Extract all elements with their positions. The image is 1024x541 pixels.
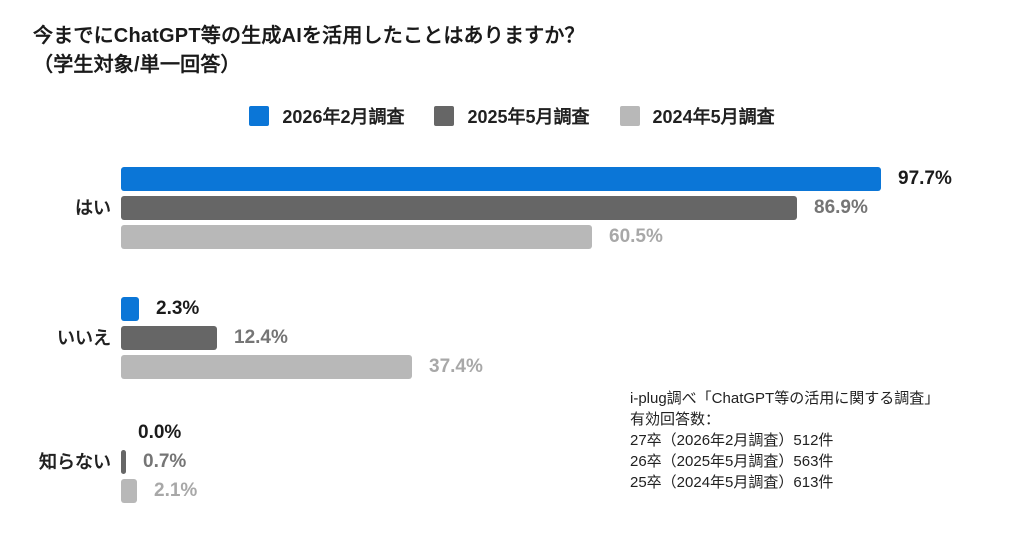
bar-segment bbox=[121, 479, 137, 503]
category-label: いいえ bbox=[57, 328, 111, 348]
legend-label: 2024年5月調査 bbox=[652, 107, 775, 127]
source-note: i-plug調べ「ChatGPT等の活用に関する調査」 有効回答数： 27卒（2… bbox=[630, 388, 939, 493]
value-label: 97.7% bbox=[898, 168, 952, 189]
legend-item-2025: 2025年5月調査 bbox=[434, 103, 590, 129]
legend: 2026年2月調査 2025年5月調査 2024年5月調査 bbox=[0, 103, 1024, 129]
legend-swatch-blue bbox=[249, 106, 270, 126]
footnote-line: 有効回答数： bbox=[630, 411, 721, 428]
title-line-1: 今までにChatGPT等の生成AIを活用したことはありますか？ bbox=[33, 25, 585, 47]
value-label: 0.0% bbox=[138, 422, 182, 443]
value-label: 37.4% bbox=[429, 356, 483, 377]
value-label: 86.9% bbox=[814, 197, 868, 218]
value-label: 2.3% bbox=[156, 298, 200, 319]
footnote-line: 25卒（2024年5月調査）613件 bbox=[630, 474, 834, 491]
value-label: 2.1% bbox=[154, 480, 198, 501]
legend-item-2026: 2026年2月調査 bbox=[249, 103, 404, 129]
bar-group: はい 97.7% 86.9% 60.5% bbox=[0, 167, 1024, 249]
bar-segment bbox=[121, 196, 797, 220]
bar-group: いいえ 2.3% 12.4% 37.4% bbox=[0, 297, 1024, 379]
value-label: 60.5% bbox=[609, 226, 663, 247]
bar-segment bbox=[121, 167, 881, 191]
value-label: 0.7% bbox=[143, 451, 187, 472]
bar-segment bbox=[121, 326, 217, 350]
bar-segment bbox=[121, 450, 126, 474]
bar-segment bbox=[121, 355, 412, 379]
value-label: 12.4% bbox=[234, 327, 288, 348]
legend-item-2024: 2024年5月調査 bbox=[619, 103, 775, 129]
legend-label: 2025年5月調査 bbox=[467, 107, 590, 127]
footnote-line: 26卒（2025年5月調査）563件 bbox=[630, 453, 834, 470]
footnote-line: 27卒（2026年2月調査）512件 bbox=[630, 432, 834, 449]
bar-group: 知らない 0.0% 0.7% 2.1% bbox=[0, 421, 1024, 503]
category-label: 知らない bbox=[39, 452, 111, 472]
footnote-line: i-plug調べ「ChatGPT等の活用に関する調査」 bbox=[630, 390, 940, 407]
legend-label: 2026年2月調査 bbox=[282, 107, 405, 127]
legend-swatch-light-gray bbox=[619, 106, 640, 126]
chart-title: 今までにChatGPT等の生成AIを活用したことはありますか？ （学生対象/単一… bbox=[33, 22, 585, 80]
bar-segment bbox=[121, 225, 592, 249]
bar-segment bbox=[121, 297, 139, 321]
legend-swatch-dark-gray bbox=[434, 106, 455, 126]
category-label: はい bbox=[75, 198, 111, 218]
title-line-2: （学生対象/単一回答） bbox=[33, 54, 241, 76]
